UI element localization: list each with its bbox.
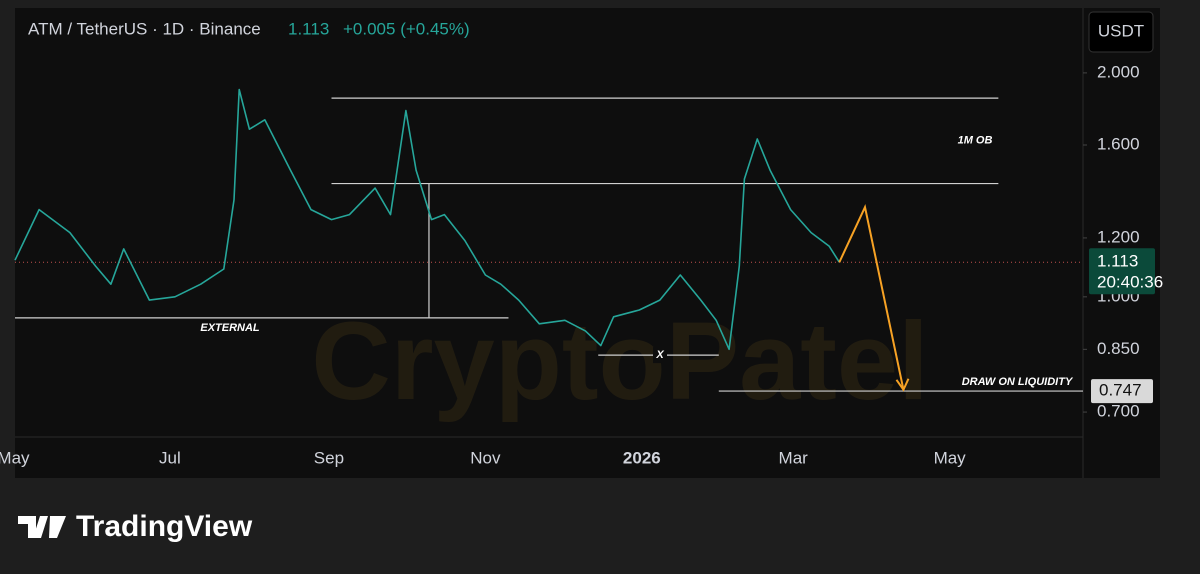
x-tick-label: Nov bbox=[470, 448, 501, 467]
price-label-box bbox=[1091, 379, 1153, 404]
chart-panel bbox=[15, 8, 1160, 478]
price: 1.113 bbox=[288, 19, 329, 38]
x-tick-label: Mar bbox=[779, 448, 809, 467]
level-label: 1M OB bbox=[958, 135, 993, 147]
currency-button[interactable] bbox=[1088, 11, 1154, 53]
x-tick-label: Sep bbox=[314, 448, 344, 467]
logo bbox=[18, 516, 66, 538]
projection bbox=[838, 203, 905, 390]
level-label: DRAW ON LIQUIDITY bbox=[962, 376, 1074, 388]
label-bg bbox=[653, 347, 667, 364]
x-tick-label: Jul bbox=[159, 448, 181, 467]
y-tick-label: 0.700 bbox=[1097, 402, 1140, 421]
y-tick-label: 0.850 bbox=[1097, 339, 1140, 358]
x-tick-label: May bbox=[934, 448, 967, 467]
price-line bbox=[14, 88, 840, 351]
x-tick-label: May bbox=[0, 448, 30, 467]
level-label: X bbox=[655, 349, 664, 361]
countdown: 20:40:36 bbox=[1097, 273, 1163, 292]
last-price: 1.113 bbox=[1097, 252, 1138, 271]
x-tick-label: 2026 bbox=[623, 448, 661, 467]
y-tick-label: 2.000 bbox=[1097, 62, 1140, 81]
price-label: 0.747 bbox=[1099, 381, 1142, 400]
arrow-head bbox=[895, 378, 910, 392]
last-price-box bbox=[1089, 248, 1155, 295]
level-label: EXTERNAL bbox=[200, 322, 260, 334]
y-tick-label: 1.200 bbox=[1097, 227, 1140, 246]
y-tick-label: 1.600 bbox=[1097, 134, 1140, 153]
symbol: ATM / TetherUS · 1D · Binance bbox=[28, 19, 261, 38]
currency[interactable]: USDT bbox=[1098, 21, 1144, 40]
change: +0.005 (+0.45%) bbox=[343, 19, 470, 38]
watermark: CryptoPatel bbox=[311, 300, 928, 423]
logo-icon bbox=[18, 516, 66, 538]
brand: TradingView bbox=[76, 510, 253, 543]
